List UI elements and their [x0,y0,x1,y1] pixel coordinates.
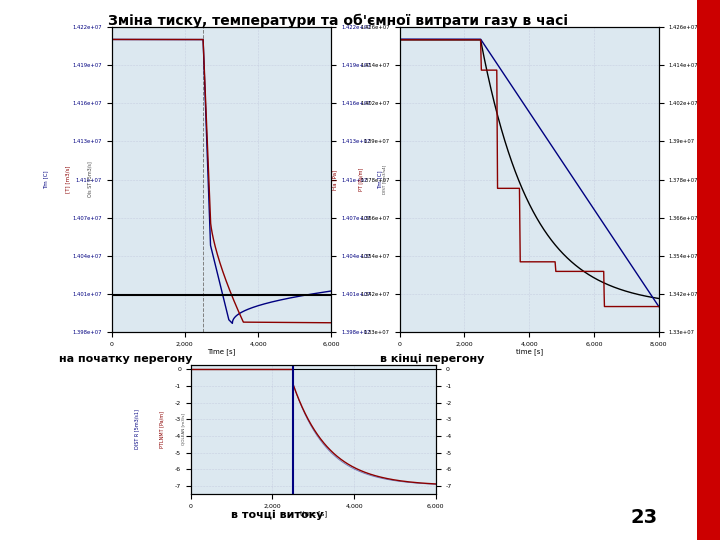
Text: QOLEAN [m3/s]: QOLEAN [m3/s] [181,413,186,446]
Text: в точці витоку: в точці витоку [231,510,323,521]
Text: DIST [5m3/s4]: DIST [5m3/s4] [382,165,386,194]
Text: Ha [Pa]: Ha [Pa] [333,170,337,190]
X-axis label: time [s]: time [s] [300,510,327,517]
Text: DIST R [5m3/s1]: DIST R [5m3/s1] [135,409,140,449]
X-axis label: time [s]: time [s] [516,348,543,355]
X-axis label: Time [s]: Time [s] [207,348,235,355]
Text: Ois ST [5m3/s]: Ois ST [5m3/s] [87,161,92,198]
Text: в кінці перегону: в кінці перегону [380,354,484,364]
Text: Tm [C]: Tm [C] [377,170,382,189]
Text: Tm [C]: Tm [C] [43,170,48,189]
Text: DIST [Pa/m]: DIST [Pa/m] [703,165,708,194]
Text: на початку перегону: на початку перегону [59,354,193,364]
Text: Зміна тиску, температури та об'ємної витрати газу в часі: Зміна тиску, температури та об'ємної вит… [109,14,568,28]
Text: 23: 23 [631,508,658,526]
Text: PT [Pa/m]: PT [Pa/m] [359,168,363,191]
Text: [T] [m3/s]: [T] [m3/s] [66,166,70,193]
Text: PTLNMT [Pa/m]: PTLNMT [Pa/m] [159,411,164,448]
